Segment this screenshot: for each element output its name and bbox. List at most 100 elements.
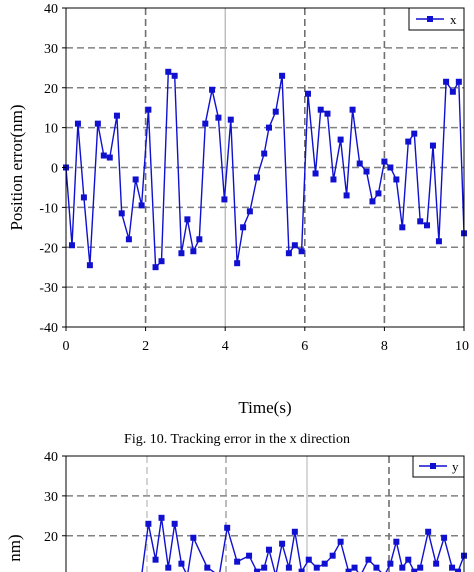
chart2-plot-frame	[65, 455, 465, 572]
chart1-data-point	[178, 250, 185, 257]
chart1-data-point	[221, 196, 228, 203]
chart2-data-point	[145, 520, 152, 527]
chart1-data-point	[100, 152, 107, 159]
chart1-series-line	[65, 70, 465, 269]
chart2-data-point	[234, 558, 241, 565]
chart1-data-point	[86, 262, 93, 269]
chart2-y-axis-label: nm)	[5, 534, 24, 561]
chart2-legend: y	[412, 455, 465, 478]
chart2-data-point	[313, 564, 320, 571]
chart1-legend: x	[408, 7, 465, 31]
chart1-data-point	[429, 142, 436, 149]
chart1-data-point	[343, 192, 350, 199]
chart2-data-point	[265, 546, 272, 553]
chart1-data-point	[132, 176, 139, 183]
chart2-data-point	[351, 564, 358, 571]
chart1-data-point	[411, 130, 418, 137]
chart1-data-point	[227, 116, 234, 123]
x-tracking-error-chart: 40 30 20 10 0 -10 -20 -30 -40 0 2 4 6 8 10 Time(s) Pos…	[7, 2, 469, 447]
y-tracking-error-chart: 40 30 20 nm) y	[5, 450, 467, 572]
chart2-data-point	[433, 560, 440, 567]
chart1-data-point	[423, 222, 430, 229]
chart1-grid	[66, 8, 464, 327]
chart1-y-axis-label: Position error(nm)	[7, 104, 26, 230]
chart2-data-point	[158, 514, 165, 521]
chart1-data-point	[405, 138, 412, 145]
chart1-data-point	[279, 72, 286, 79]
chart1-data-point	[138, 202, 145, 209]
chart1-data-point	[94, 120, 101, 127]
chart2-data-point	[279, 540, 286, 547]
chart2-series-line	[141, 517, 465, 572]
chart1-data-point	[215, 114, 222, 121]
chart1-data-point	[393, 176, 400, 183]
chart1-y-tick-label: -20	[39, 241, 58, 256]
chart2-legend-marker	[430, 463, 436, 469]
chart1-x-axis-label: Time(s)	[238, 398, 291, 417]
chart2-data-point	[329, 552, 336, 559]
chart1-data-point	[246, 208, 253, 215]
chart1-data-point	[118, 210, 125, 217]
chart2-data-point	[337, 538, 344, 545]
chart1-data-point	[417, 218, 424, 225]
chart2-data-point	[254, 568, 261, 572]
chart1-data-point	[399, 224, 406, 231]
chart2-data-point	[417, 564, 424, 571]
chart1-data-point	[106, 154, 113, 161]
chart2-data-point	[405, 556, 412, 563]
chart1-data-point	[381, 158, 388, 165]
chart1-data-point	[80, 194, 87, 201]
chart1-data-point	[125, 236, 132, 243]
chart1-x-tick-label: 2	[142, 339, 149, 354]
chart1-y-tick-label: -10	[39, 201, 58, 216]
chart1-data-point	[113, 112, 120, 119]
chart2-data-point	[441, 534, 448, 541]
chart1-data-point	[74, 120, 81, 127]
chart1-data-point	[349, 106, 356, 113]
chart1-tick-labels: 40 30 20 10 0 -10 -20 -30 -40 0 2 4 6 8 10	[39, 2, 469, 354]
chart2-data-point	[178, 560, 185, 567]
chart1-data-point	[387, 164, 394, 171]
chart1-data-point	[375, 190, 382, 197]
chart1-legend-label: x	[450, 12, 457, 27]
chart1-data-point	[265, 124, 272, 131]
chart2-y-tick-label: 20	[44, 530, 58, 545]
chart2-data-point	[204, 564, 211, 571]
chart2-data-point	[246, 552, 253, 559]
chart2-data-point	[298, 568, 305, 572]
chart1-data-point	[443, 78, 450, 85]
chart2-data-point	[224, 524, 231, 531]
chart1-data-point	[190, 248, 197, 255]
chart2-y-tick-label: 30	[44, 490, 58, 505]
chart2-data-point	[399, 564, 406, 571]
chart1-data-point	[165, 68, 172, 75]
chart2-data-point	[373, 564, 380, 571]
chart1-data-point	[285, 250, 292, 257]
chart2-data-point	[411, 568, 418, 572]
chart1-data-point	[291, 242, 298, 249]
chart1-series	[63, 68, 467, 271]
chart1-data-point	[304, 90, 311, 97]
chart1-caption: Fig. 10. Tracking error in the x directi…	[124, 432, 350, 447]
chart1-x-tick-label: 4	[222, 339, 229, 354]
chart2-data-point	[393, 538, 400, 545]
chart1-y-tick-label: 30	[44, 42, 58, 57]
chart2-data-point	[165, 564, 172, 571]
chart1-data-point	[171, 72, 178, 79]
chart2-series	[141, 514, 467, 572]
chart1-data-point	[184, 216, 191, 223]
chart2-data-point	[449, 564, 456, 571]
chart1-data-point	[312, 170, 319, 177]
chart1-data-point	[158, 258, 165, 265]
chart1-data-point	[317, 106, 324, 113]
chart1-data-point	[261, 150, 268, 157]
chart2-data-point	[291, 528, 298, 535]
chart2-data-point	[365, 556, 372, 563]
chart2-data-point	[152, 556, 159, 563]
chart1-data-point	[145, 106, 152, 113]
chart1-y-tick-label: 10	[44, 122, 58, 137]
chart2-data-point	[261, 564, 268, 571]
chart1-y-tick-label: 0	[51, 162, 58, 177]
chart1-x-tick-label: 6	[301, 339, 308, 354]
